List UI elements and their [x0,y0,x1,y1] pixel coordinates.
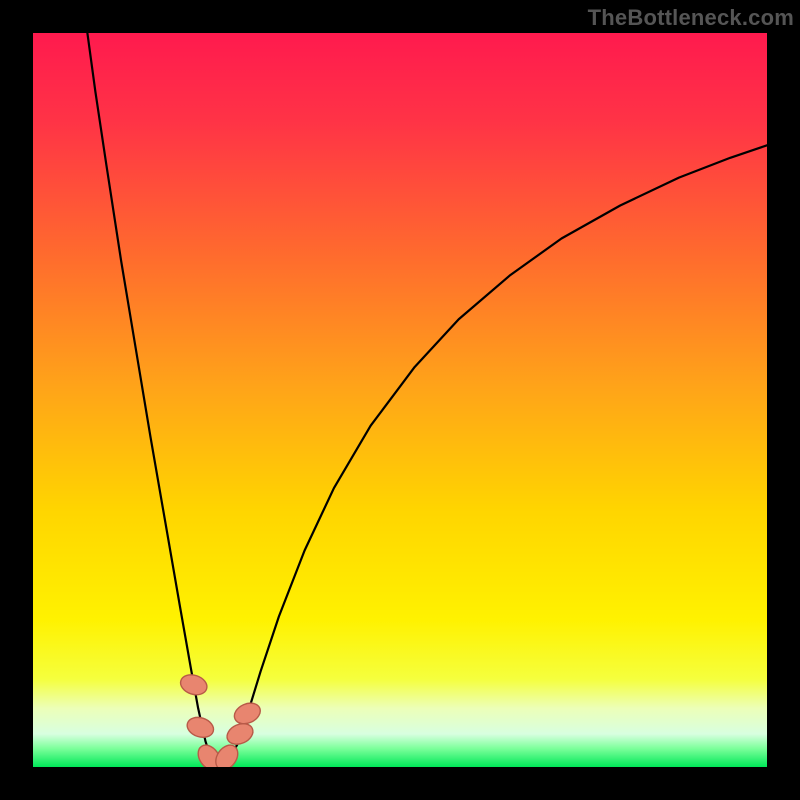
gradient-background [33,33,767,767]
plot-area [33,33,767,767]
watermark-text: TheBottleneck.com [588,5,794,31]
figure-frame: TheBottleneck.com [0,0,800,800]
chart-svg [33,33,767,767]
